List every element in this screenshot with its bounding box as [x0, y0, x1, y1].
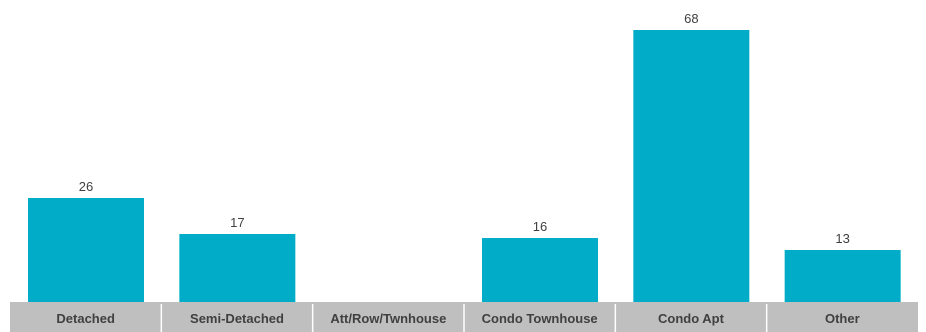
category-label-condo-apt: Condo Apt	[658, 311, 725, 326]
bars	[28, 30, 901, 302]
category-label-condo-townhouse: Condo Townhouse	[482, 311, 598, 326]
category-label-semi-detached: Semi-Detached	[190, 311, 284, 326]
bar-detached	[28, 198, 144, 302]
bar-semi-detached	[179, 234, 296, 302]
value-label-condo-townhouse: 16	[533, 219, 547, 234]
category-dividers	[160, 304, 768, 332]
category-label-other: Other	[825, 311, 860, 326]
bar-condo-apt	[633, 30, 750, 302]
bar-other	[784, 250, 901, 302]
category-labels: Detached Semi-Detached Att/Row/Twnhouse Con…	[56, 311, 859, 326]
value-labels: 26 17 16 68 13	[79, 11, 850, 246]
category-label-detached: Detached	[56, 311, 115, 326]
category-label-att-row-twnhouse: Att/Row/Twnhouse	[330, 311, 446, 326]
value-label-condo-apt: 68	[684, 11, 698, 26]
value-label-other: 13	[835, 231, 849, 246]
value-label-detached: 26	[79, 179, 93, 194]
bar-condo-townhouse	[482, 238, 598, 302]
value-label-semi-detached: 17	[230, 215, 244, 230]
